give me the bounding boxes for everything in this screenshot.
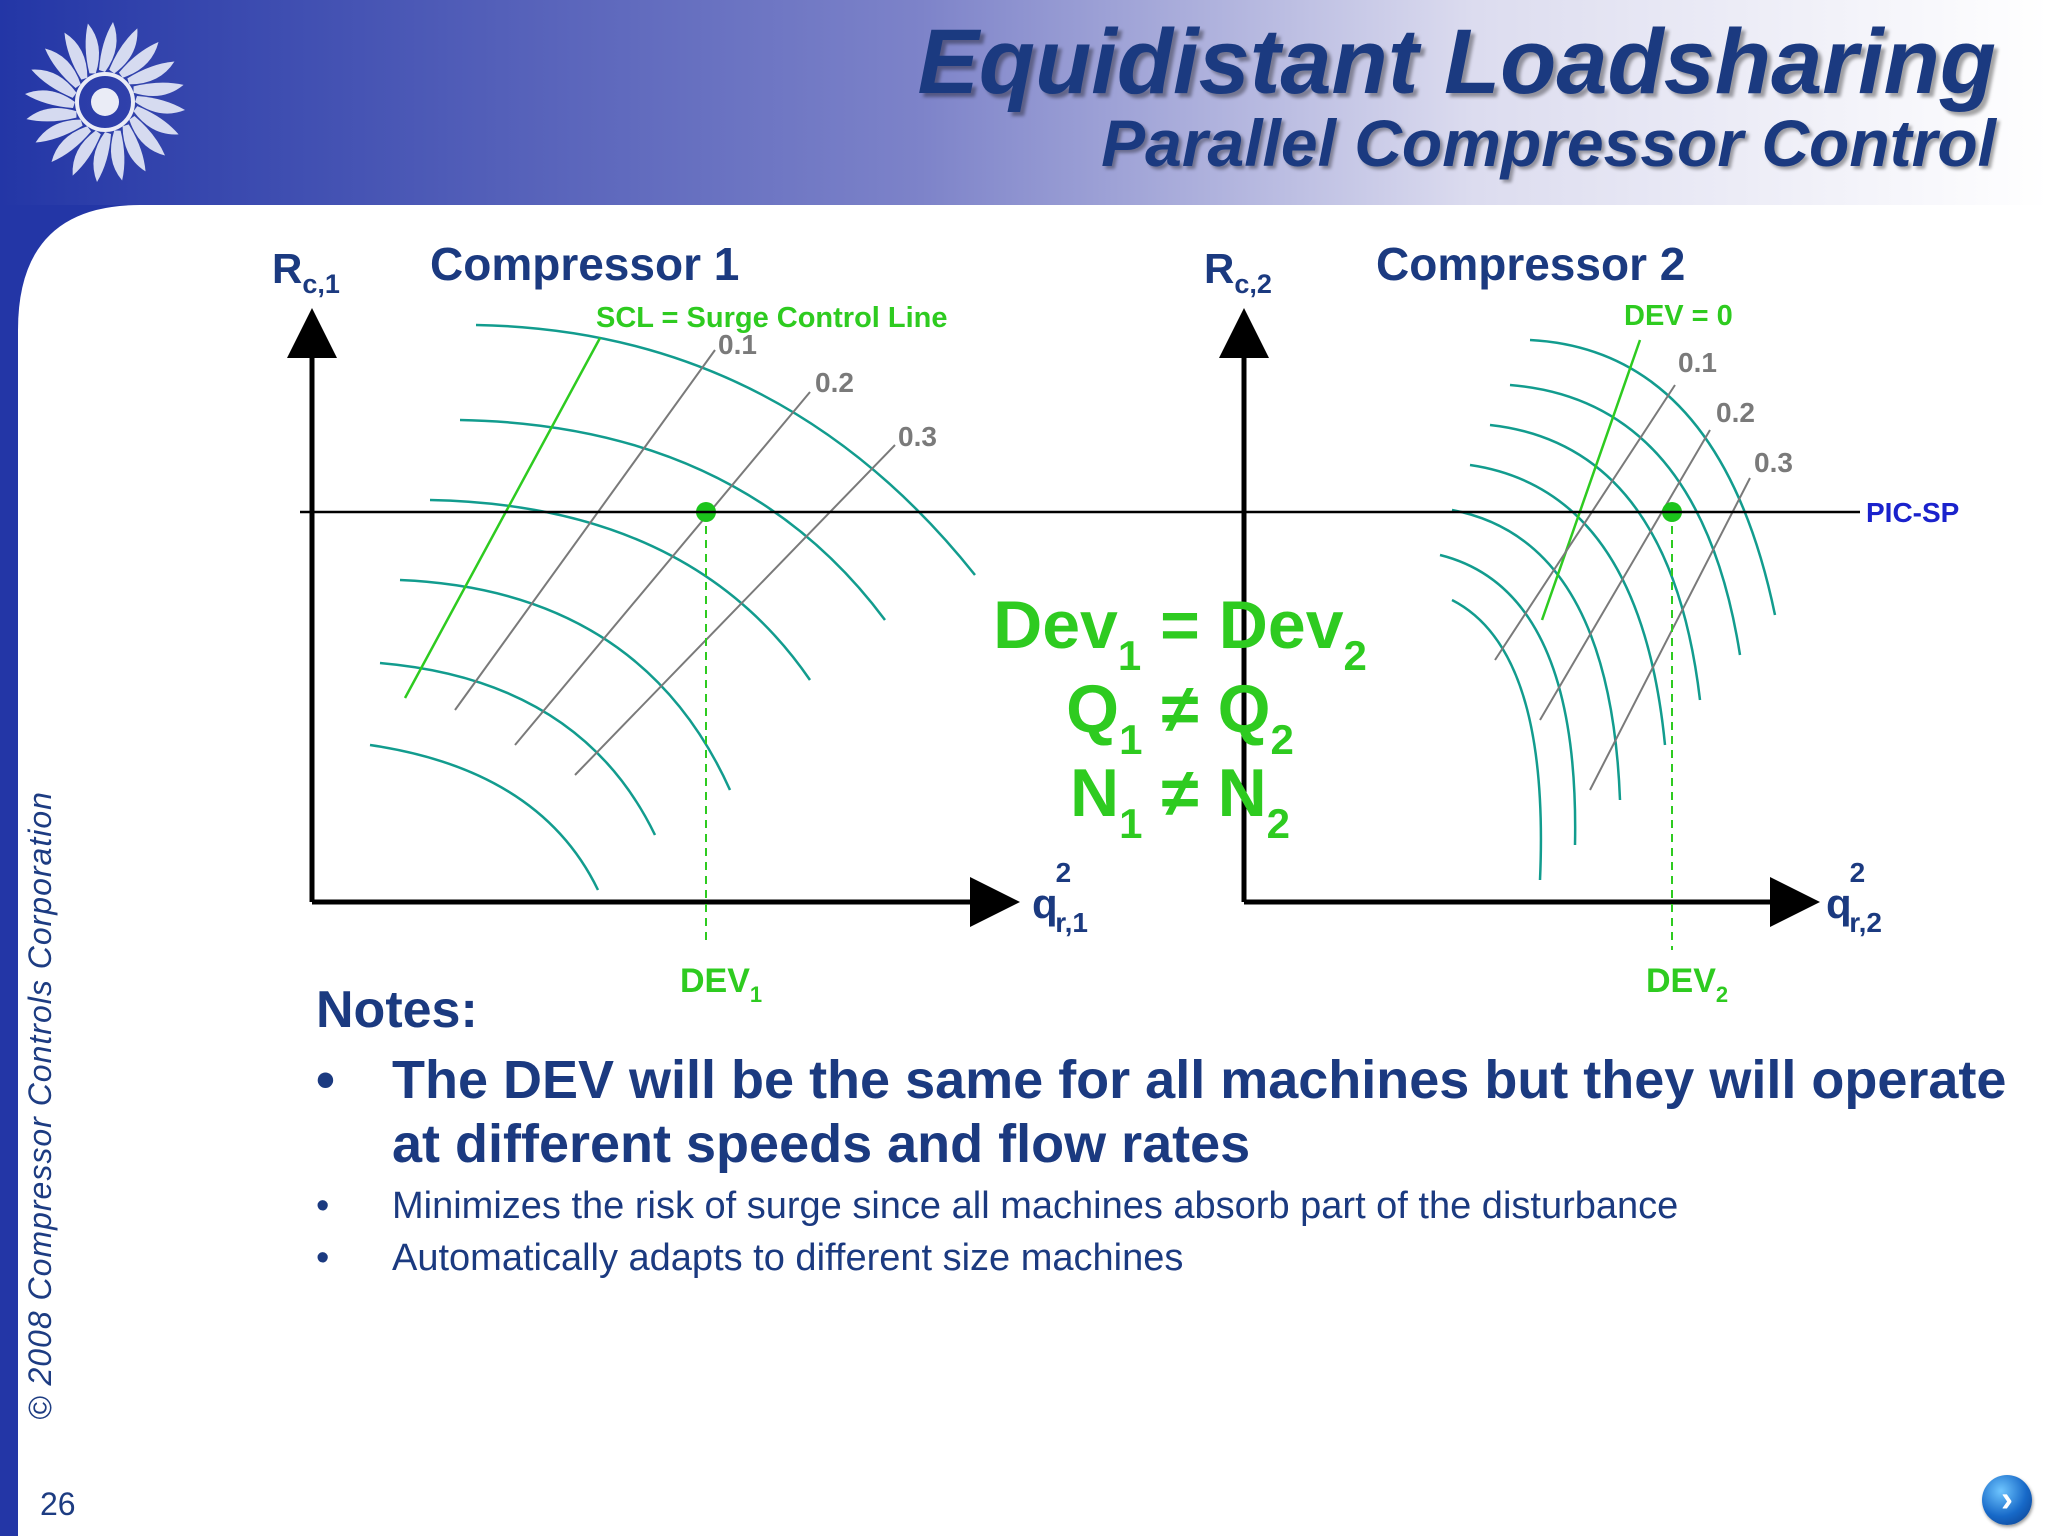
- chevron-right-icon: ›: [2001, 1478, 2013, 1519]
- speed-curve: [1439, 553, 1577, 846]
- compressor-1-x-axis-label: q2 r,1: [1032, 857, 1088, 938]
- speed-curve: [1489, 423, 1702, 701]
- logo-blade: [72, 130, 101, 176]
- notes-section: Notes: • The DEV will be the same for al…: [316, 980, 2016, 1280]
- note-text: Automatically adapts to different size m…: [392, 1237, 1184, 1279]
- logo-blade: [118, 41, 159, 78]
- logo-blade: [135, 96, 185, 114]
- speed-curve: [459, 418, 887, 621]
- compressor-1-labels: Rc,1 Compressor 1 SCL = Surge Control Li…: [272, 238, 1088, 1007]
- bullet-icon: •: [316, 1050, 335, 1110]
- surge-control-line: [1540, 339, 1642, 621]
- bullet-icon: •: [316, 1237, 330, 1279]
- equation-dev: Dev1 = Dev2: [993, 587, 1367, 679]
- speed-curve: [399, 578, 732, 791]
- notes-heading: Notes:: [316, 981, 478, 1039]
- dev-zero-label: DEV = 0: [1624, 300, 1733, 332]
- equations: Dev1 = Dev2 Q1 ≠ Q2 N1 ≠ N2: [993, 587, 1367, 847]
- next-slide-button[interactable]: ›: [1982, 1475, 2032, 1525]
- logo-blade: [110, 130, 125, 181]
- speed-curve: [1469, 463, 1667, 746]
- logo-blade: [109, 28, 138, 74]
- speed-curve: [1529, 338, 1777, 616]
- compressor-2-y-axis-label: Rc,2: [1204, 245, 1272, 299]
- deviation-line: [454, 349, 716, 711]
- compressor-2-dev-marker-label: DEV2: [1646, 962, 1728, 1007]
- compressor-2-title: Compressor 2: [1376, 238, 1685, 290]
- logo-blade: [129, 115, 166, 156]
- compressor-2-dev-label-0.2: 0.2: [1716, 397, 1755, 428]
- slide-subtitle: Parallel Compressor Control: [1101, 106, 1996, 180]
- speed-curve: [1509, 383, 1742, 656]
- logo-blade: [93, 132, 111, 182]
- equation-speed: N1 ≠ N2: [1070, 755, 1290, 847]
- compressor-2-labels: Rc,2 Compressor 2 DEV = 0 0.1 0.2 0.3 q2…: [1204, 238, 1882, 1007]
- logo-blade: [133, 106, 179, 135]
- speed-curve: [1451, 598, 1543, 881]
- logo-blade: [122, 124, 146, 172]
- pic-setpoint-label: PIC-SP: [1866, 497, 1959, 528]
- note-item: • The DEV will be the same for all machi…: [316, 1048, 2016, 1176]
- compressor-1-dev-label-0.1: 0.1: [718, 329, 757, 360]
- equation-flow: Q1 ≠ Q2: [1066, 671, 1294, 763]
- copyright-text: © 2008 Compressor Controls Corporation: [22, 791, 58, 1420]
- compressor-2-map: [1219, 308, 1820, 950]
- compressor-1-title: Compressor 1: [430, 238, 739, 290]
- logo-blade: [127, 61, 175, 85]
- compressor-1-y-axis-label: Rc,1: [272, 245, 340, 299]
- speed-curve: [429, 498, 812, 681]
- note-item: • Automatically adapts to different size…: [316, 1236, 2016, 1280]
- speed-curve: [369, 743, 600, 891]
- logo-blade: [64, 32, 88, 80]
- deviation-line: [1494, 384, 1676, 661]
- logo-blade: [26, 107, 77, 122]
- bullet-icon: •: [316, 1185, 330, 1227]
- speed-curve: [379, 661, 657, 836]
- note-text: The DEV will be the same for all machine…: [392, 1050, 2007, 1174]
- compressor-1-dev-label-0.2: 0.2: [815, 367, 854, 398]
- deviation-line: [514, 391, 811, 746]
- surge-control-line-label: SCL = Surge Control Line: [596, 302, 948, 334]
- note-text: Minimizes the risk of surge since all ma…: [392, 1185, 1679, 1227]
- logo-blade: [25, 90, 75, 108]
- compressor-2-dev-label-0.3: 0.3: [1754, 447, 1793, 478]
- speed-curve: [1451, 508, 1622, 801]
- logo-blade: [99, 22, 117, 72]
- compressor-1-dev-marker-label: DEV1: [680, 962, 762, 1007]
- logo-blade: [85, 23, 100, 74]
- deviation-line: [574, 444, 896, 776]
- logo-blade: [51, 126, 92, 163]
- compressor-1-dev-label-0.3: 0.3: [898, 421, 937, 452]
- logo-blade: [133, 82, 184, 97]
- company-logo: [25, 22, 185, 182]
- logo-blade: [35, 119, 83, 143]
- logo-blade: [44, 48, 81, 89]
- slide-title: Equidistant Loadsharing: [917, 11, 1996, 113]
- compressor-2-dev-label-0.1: 0.1: [1678, 347, 1717, 378]
- deviation-line: [1539, 429, 1711, 721]
- note-item: • Minimizes the risk of surge since all …: [316, 1184, 2016, 1228]
- logo-blade: [31, 69, 77, 98]
- deviation-line: [1589, 477, 1751, 791]
- compressor-1-map: [287, 308, 1020, 940]
- compressor-2-x-axis-label: q2 r,2: [1826, 857, 1882, 938]
- surge-control-line: [403, 337, 602, 699]
- slide-number: 26: [40, 1486, 76, 1522]
